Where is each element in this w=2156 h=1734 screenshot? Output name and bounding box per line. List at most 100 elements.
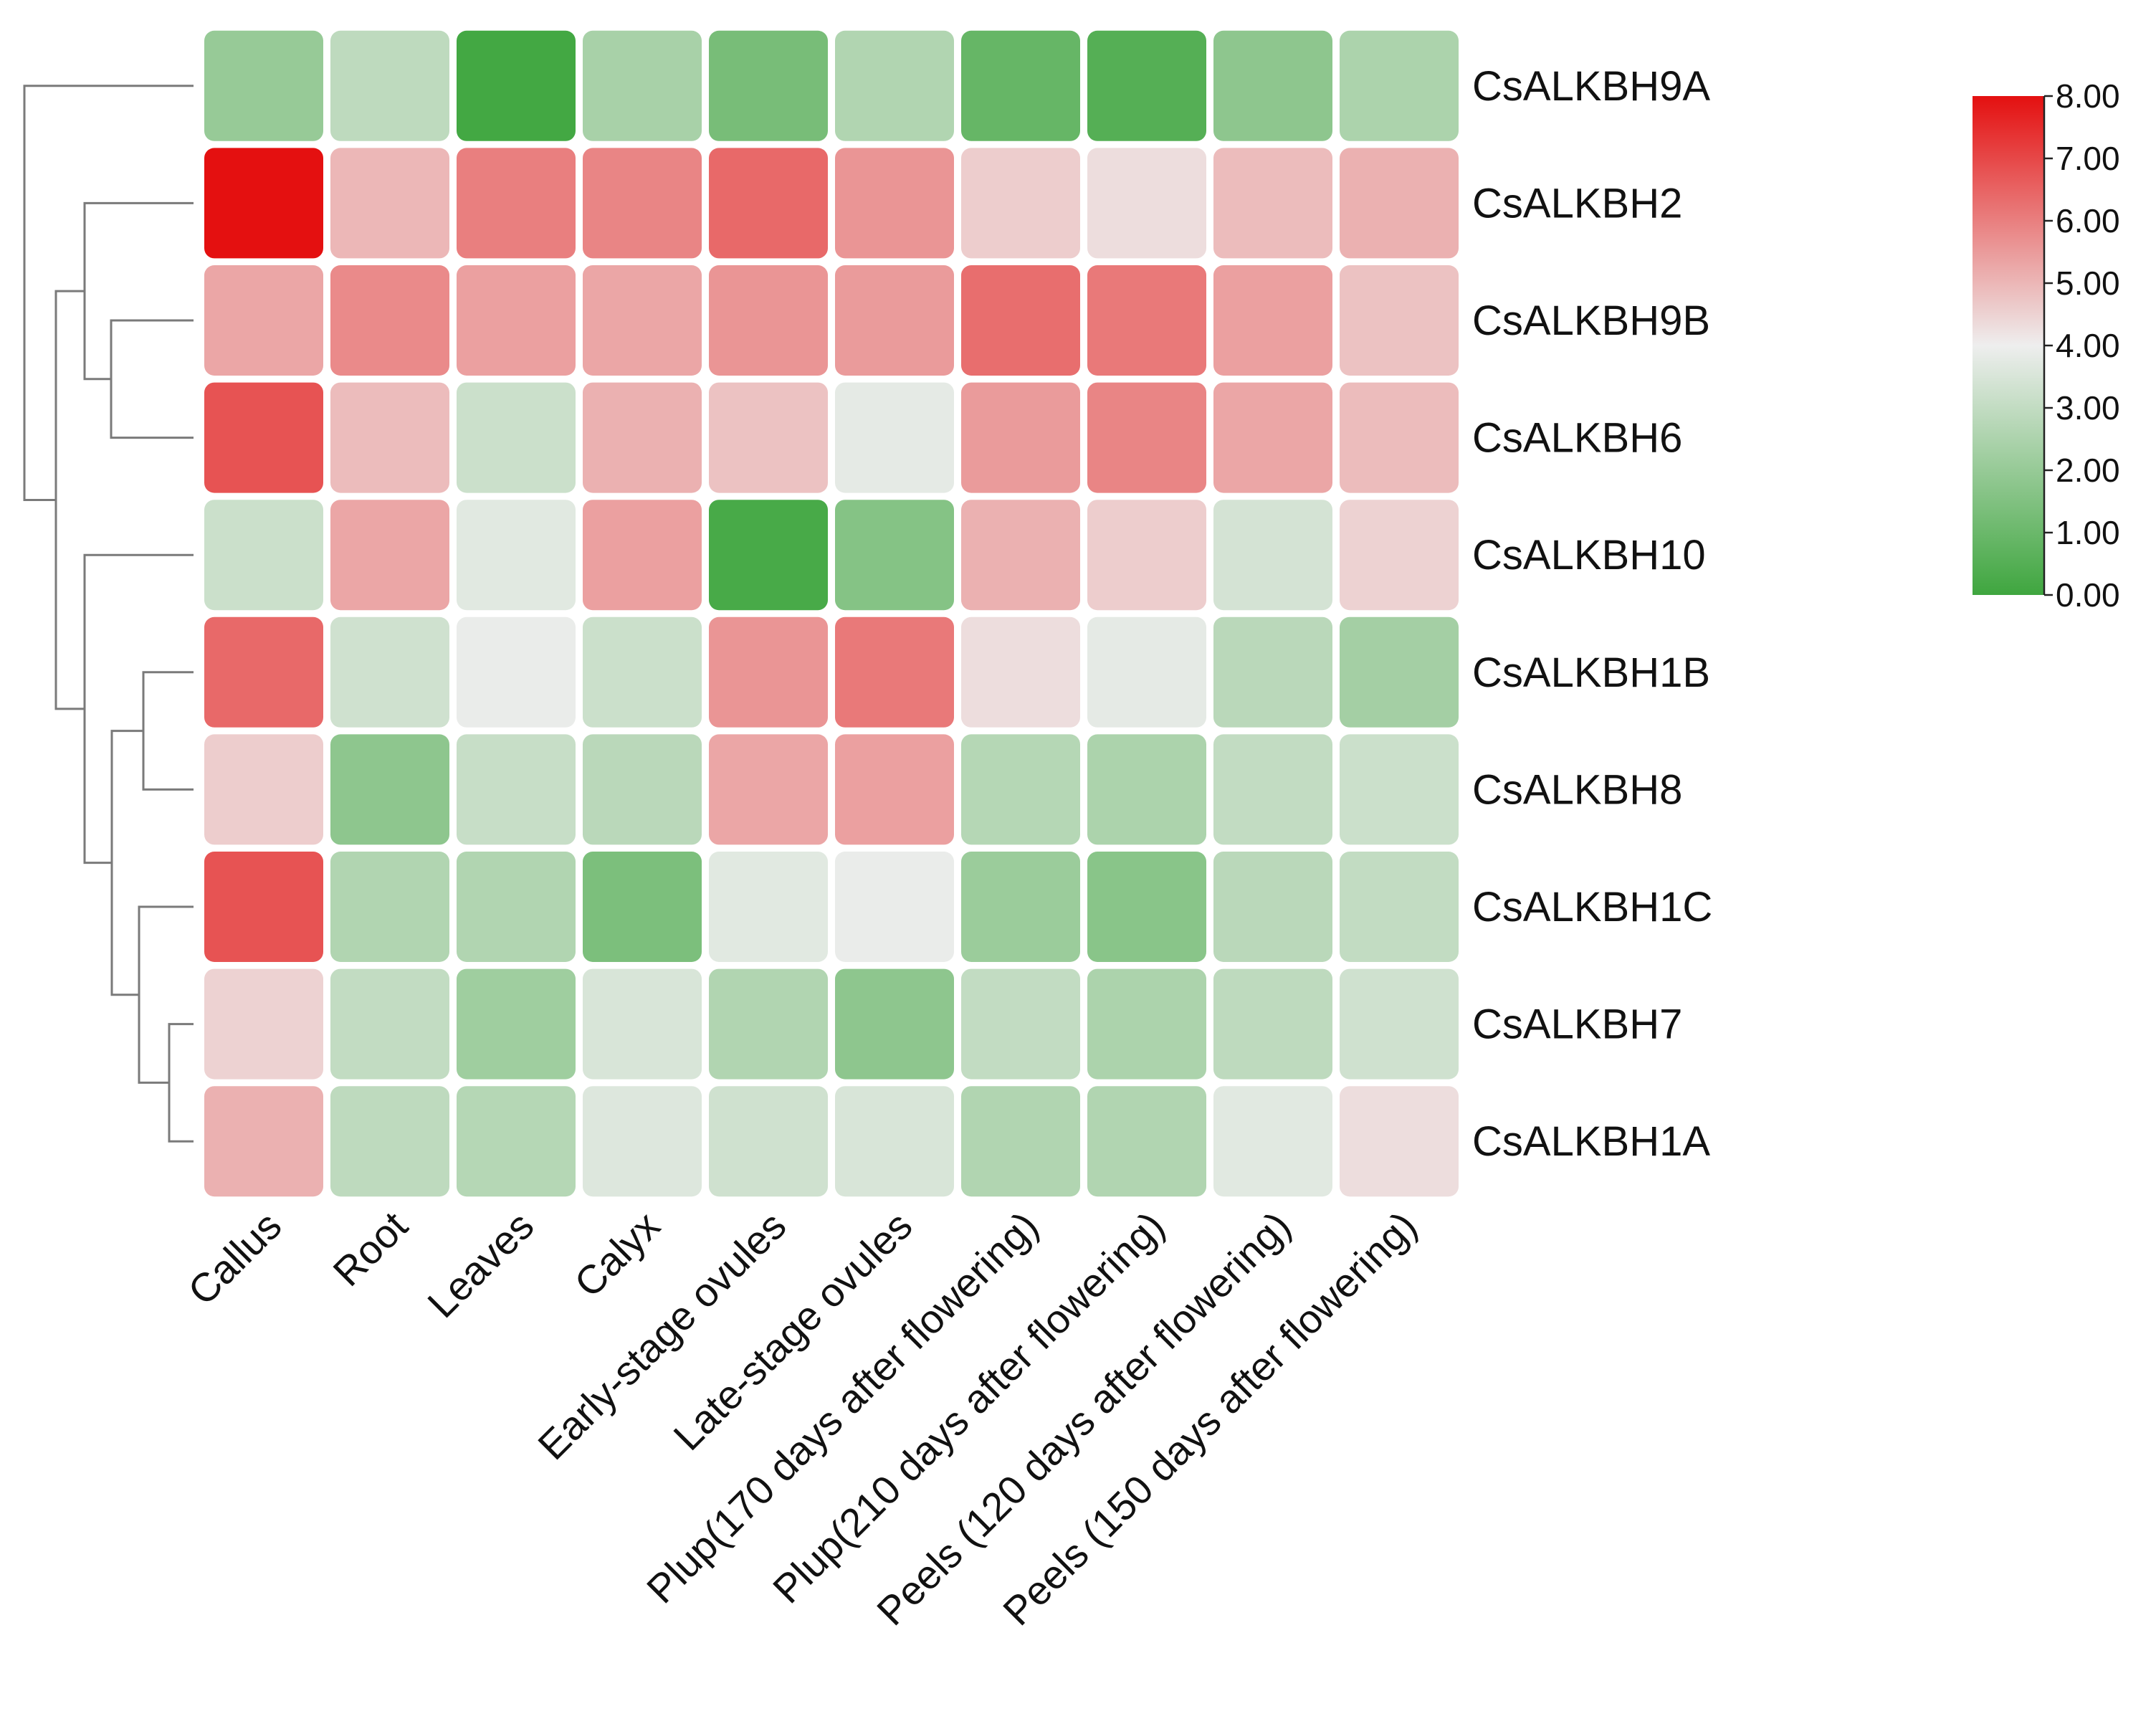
row-label-CsALKBH10: CsALKBH10 xyxy=(1472,532,1706,578)
heatmap-cell-CsALKBH2-3 xyxy=(457,148,576,259)
heatmap-cell-CsALKBH9B-1 xyxy=(204,265,323,376)
dendrogram-branch-lower-clade xyxy=(54,290,85,710)
heatmap-cell-CsALKBH1C-3 xyxy=(457,852,576,962)
heatmap-cell-CsALKBH9A-1 xyxy=(204,30,323,141)
heatmap-cell-CsALKBH1A-1 xyxy=(204,1086,323,1197)
heatmap-cell-CsALKBH2-10 xyxy=(1340,148,1459,259)
column-label-3: Leaves xyxy=(419,1203,542,1326)
row-label-CsALKBH7: CsALKBH7 xyxy=(1472,1001,1682,1048)
colorbar-gradient xyxy=(1973,96,2044,595)
heatmap-cell-CsALKBH10-5 xyxy=(709,500,828,611)
heatmap-cell-CsALKBH1A-9 xyxy=(1213,1086,1332,1197)
heatmap-cell-CsALKBH6-6 xyxy=(835,382,954,493)
heatmap-cell-CsALKBH6-2 xyxy=(330,382,449,493)
colorbar-tick-label: 0.00 xyxy=(2056,576,2120,614)
dendrogram-branch-root xyxy=(23,85,194,502)
heatmap-cell-CsALKBH7-10 xyxy=(1340,968,1459,1080)
heatmap-cell-CsALKBH7-4 xyxy=(583,968,702,1080)
heatmap-cell-CsALKBH10-9 xyxy=(1213,500,1332,611)
heatmap-cell-CsALKBH10-8 xyxy=(1087,500,1206,611)
heatmap-cell-CsALKBH1B-3 xyxy=(457,616,576,728)
heatmap-cell-CsALKBH10-6 xyxy=(835,500,954,611)
heatmap-cell-CsALKBH9B-9 xyxy=(1213,265,1332,376)
heatmap-cell-CsALKBH2-7 xyxy=(961,148,1080,259)
heatmap-cell-CsALKBH1B-9 xyxy=(1213,616,1332,728)
heatmap-cell-CsALKBH7-6 xyxy=(835,968,954,1080)
heatmap-cell-CsALKBH1C-9 xyxy=(1213,852,1332,962)
heatmap-cell-CsALKBH1A-7 xyxy=(961,1086,1080,1197)
heatmap-cell-CsALKBH1A-5 xyxy=(709,1086,828,1197)
row-label-CsALKBH1B: CsALKBH1B xyxy=(1472,649,1710,696)
heatmap-cell-CsALKBH1B-4 xyxy=(583,616,702,728)
heatmap-cell-CsALKBH2-2 xyxy=(330,148,449,259)
heatmap-cell-CsALKBH9A-10 xyxy=(1340,30,1459,141)
heatmap-cell-CsALKBH1C-6 xyxy=(835,852,954,962)
heatmap-cell-CsALKBH9B-6 xyxy=(835,265,954,376)
colorbar-tick-label: 8.00 xyxy=(2056,77,2120,115)
heatmap-cell-CsALKBH8-10 xyxy=(1340,734,1459,845)
heatmap-cell-CsALKBH2-5 xyxy=(709,148,828,259)
row-label-CsALKBH2: CsALKBH2 xyxy=(1472,180,1682,227)
column-label-1: Callus xyxy=(179,1203,290,1314)
heatmap-cell-CsALKBH8-4 xyxy=(583,734,702,845)
heatmap-cell-CsALKBH9B-5 xyxy=(709,265,828,376)
dendrogram-branch-h9b-h6 xyxy=(110,319,194,439)
heatmap-cell-CsALKBH6-1 xyxy=(204,382,323,493)
heatmap-cell-CsALKBH7-5 xyxy=(709,968,828,1080)
column-label-6: Late-stage ovules xyxy=(664,1203,920,1459)
heatmap-cell-CsALKBH10-7 xyxy=(961,500,1080,611)
heatmap-cell-CsALKBH10-4 xyxy=(583,500,702,611)
heatmap-cell-CsALKBH6-3 xyxy=(457,382,576,493)
heatmap-cell-CsALKBH8-7 xyxy=(961,734,1080,845)
heatmap-cell-CsALKBH9B-7 xyxy=(961,265,1080,376)
dendrogram-branch-h7-h1a xyxy=(168,1023,194,1143)
heatmap-cell-CsALKBH1B-7 xyxy=(961,616,1080,728)
heatmap-cell-CsALKBH9A-9 xyxy=(1213,30,1332,141)
colorbar-tick-label: 2.00 xyxy=(2056,452,2120,489)
heatmap-cell-CsALKBH1B-2 xyxy=(330,616,449,728)
colorbar-tick-label: 3.00 xyxy=(2056,389,2120,427)
heatmap-cell-CsALKBH10-1 xyxy=(204,500,323,611)
colorbar-tick-label: 4.00 xyxy=(2056,327,2120,364)
heatmap-cell-CsALKBH6-8 xyxy=(1087,382,1206,493)
heatmap-cell-CsALKBH8-9 xyxy=(1213,734,1332,845)
colorbar-legend: 0.00 1.00 2.00 3.00 4.00 5.00 6.00 7.00 8.00 xyxy=(1973,77,2120,614)
heatmap-cell-CsALKBH10-2 xyxy=(330,500,449,611)
heatmap-cell-CsALKBH2-6 xyxy=(835,148,954,259)
heatmap-cell-CsALKBH9A-5 xyxy=(709,30,828,141)
column-label-2: Root xyxy=(324,1203,416,1295)
heatmap-cell-CsALKBH2-1 xyxy=(204,148,323,259)
heatmap-cell-CsALKBH1B-8 xyxy=(1087,616,1206,728)
heatmap-cell-CsALKBH1B-5 xyxy=(709,616,828,728)
heatmap-cell-CsALKBH8-2 xyxy=(330,734,449,845)
heatmap-cell-CsALKBH1A-10 xyxy=(1340,1086,1459,1197)
heatmap-cell-CsALKBH1A-2 xyxy=(330,1086,449,1197)
heatmap-cell-CsALKBH9A-3 xyxy=(457,30,576,141)
colorbar-tick-label: 5.00 xyxy=(2056,265,2120,302)
heatmap-cell-CsALKBH8-5 xyxy=(709,734,828,845)
heatmap-cell-CsALKBH1C-8 xyxy=(1087,852,1206,962)
dendrogram-branch-h1c-group xyxy=(138,905,194,1084)
heatmap-cell-CsALKBH10-3 xyxy=(457,500,576,611)
row-label-CsALKBH1C: CsALKBH1C xyxy=(1472,884,1712,930)
heatmap-cell-CsALKBH1A-6 xyxy=(835,1086,954,1197)
row-label-CsALKBH9B: CsALKBH9B xyxy=(1472,297,1710,344)
colorbar-tick-label: 7.00 xyxy=(2056,140,2120,177)
heatmap-cell-CsALKBH9B-10 xyxy=(1340,265,1459,376)
heatmap-cell-CsALKBH1A-8 xyxy=(1087,1086,1206,1197)
row-label-CsALKBH8: CsALKBH8 xyxy=(1472,766,1682,813)
heatmap-cell-CsALKBH7-8 xyxy=(1087,968,1206,1080)
heatmap-cell-CsALKBH9B-2 xyxy=(330,265,449,376)
heatmap-cell-CsALKBH9A-4 xyxy=(583,30,702,141)
heatmap-cell-CsALKBH1C-4 xyxy=(583,852,702,962)
heatmap-cell-CsALKBH10-10 xyxy=(1340,500,1459,611)
row-label-CsALKBH6: CsALKBH6 xyxy=(1472,415,1682,462)
heatmap-cell-CsALKBH1C-10 xyxy=(1340,852,1459,962)
dendrogram-branch-h10-group xyxy=(83,553,194,864)
heatmap-cell-CsALKBH6-10 xyxy=(1340,382,1459,493)
dendrogram-branch-h1b-h8 xyxy=(142,671,194,791)
heatmap-cell-CsALKBH2-9 xyxy=(1213,148,1332,259)
heatmap-cell-CsALKBH1C-7 xyxy=(961,852,1080,962)
heatmap-cell-CsALKBH6-4 xyxy=(583,382,702,493)
